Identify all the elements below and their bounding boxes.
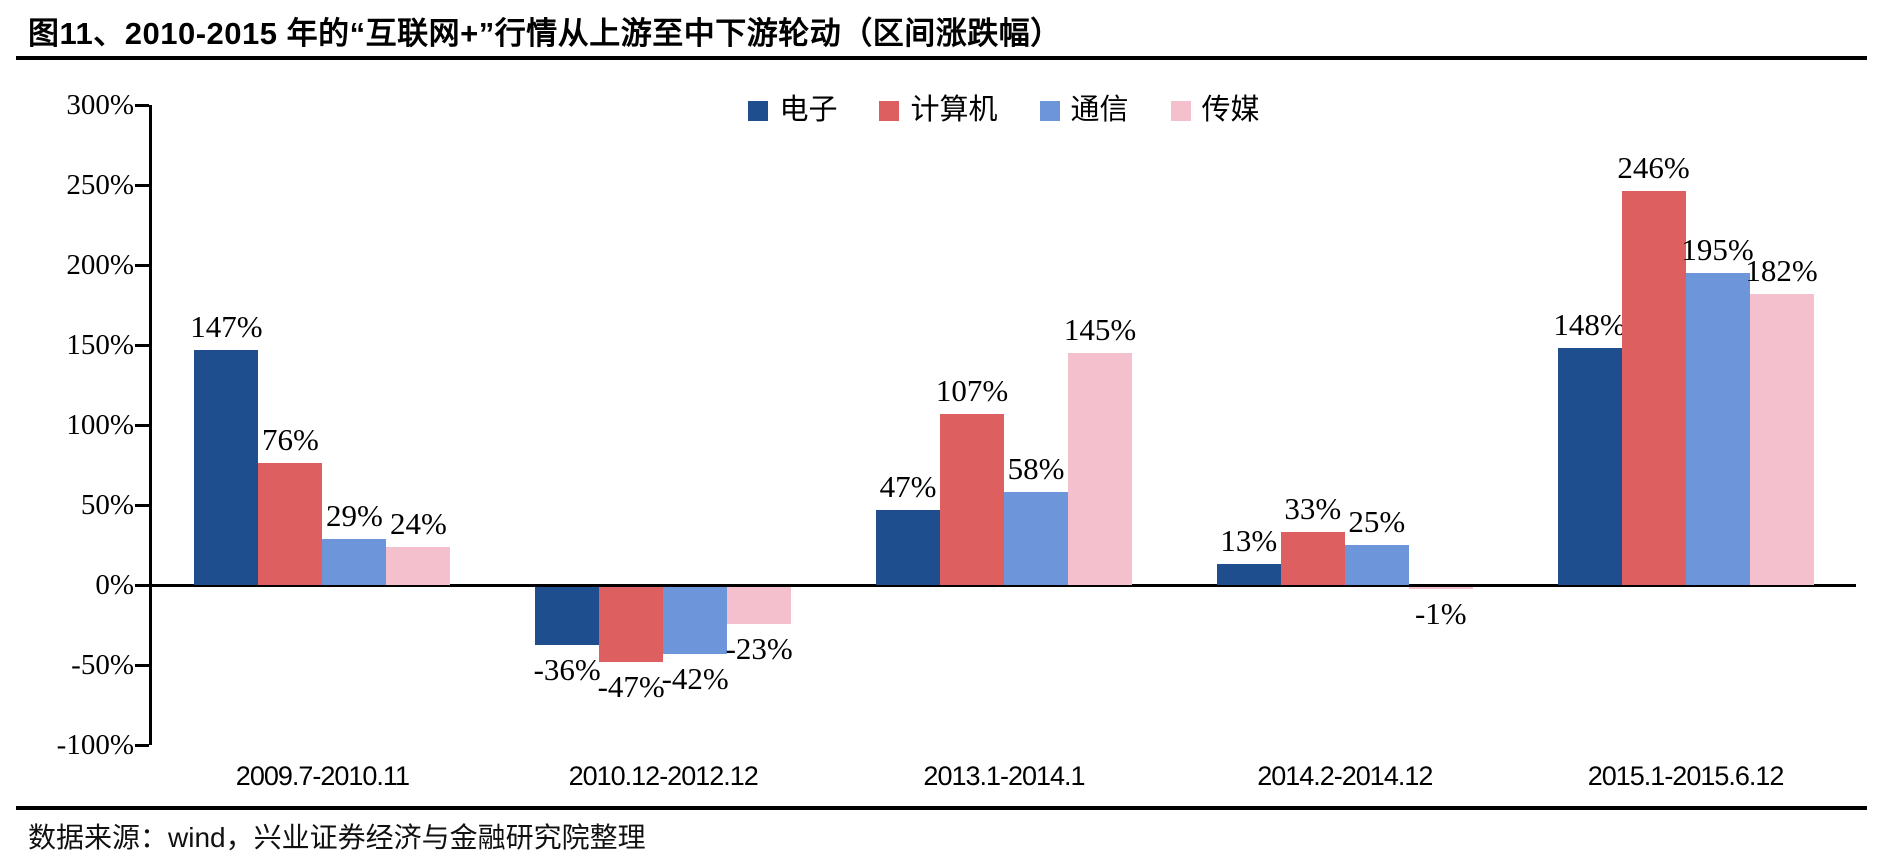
x-axis-label: 2014.2-2014.12 [1257, 761, 1433, 791]
bar-value-label: -42% [661, 661, 729, 697]
bar [1344, 545, 1409, 585]
bar [1749, 293, 1814, 585]
bar-value-label: 25% [1348, 504, 1406, 539]
legend-label: 传媒 [1201, 94, 1260, 126]
y-axis-tick [135, 184, 149, 187]
bar [1280, 532, 1345, 585]
bar-value-label: 13% [1220, 523, 1278, 559]
y-axis-label: 150% [66, 329, 134, 361]
y-axis-tick [135, 424, 149, 427]
figure-title: 图11、2010-2015 年的“互联网+”行情从上游至中下游轮动（区间涨跌幅） [28, 16, 1062, 51]
bar-value-label: 33% [1284, 491, 1342, 527]
bar [1004, 492, 1068, 585]
y-axis-tick [135, 104, 149, 107]
bar [1216, 564, 1281, 585]
y-axis-tick [135, 664, 149, 667]
bar [1408, 587, 1473, 589]
y-axis-label: 250% [66, 169, 134, 201]
y-axis-line [149, 105, 152, 745]
bar [1621, 191, 1686, 585]
bar-value-label: 148% [1553, 307, 1626, 343]
y-axis-label: 50% [80, 489, 134, 521]
legend-label: 通信 [1070, 94, 1129, 126]
x-axis-label: 2013.1-2014.1 [923, 761, 1085, 791]
y-axis-tick [135, 584, 149, 587]
x-axis-label: 2009.7-2010.11 [235, 761, 410, 791]
bar-value-label: 182% [1745, 252, 1818, 288]
bar [599, 587, 664, 663]
bar-value-label: -23% [725, 630, 793, 666]
legend-item: 传媒 [1170, 94, 1260, 126]
footer-divider [16, 806, 1867, 810]
y-axis-label: -100% [56, 729, 134, 761]
bar-value-label: -36% [533, 651, 601, 687]
bar-value-label: 24% [389, 505, 447, 541]
bar [535, 587, 600, 645]
bar-value-label: 58% [1007, 451, 1065, 487]
y-axis-tick [135, 264, 149, 267]
bar-value-label: 145% [1063, 312, 1137, 347]
x-axis-label: 2015.1-2015.6.12 [1587, 761, 1785, 791]
bar [322, 538, 387, 585]
bar-value-label: 29% [325, 497, 383, 533]
data-source: 数据来源：wind，兴业证券经济与金融研究院整理 [28, 822, 646, 853]
legend-swatch-icon [1170, 100, 1191, 121]
bar [663, 587, 728, 655]
legend-item: 计算机 [879, 94, 998, 126]
legend-swatch-icon [1039, 100, 1060, 121]
bar [386, 546, 451, 585]
bar [727, 587, 792, 624]
bar-value-label: 195% [1681, 232, 1754, 267]
bar-value-label: 147% [190, 308, 263, 344]
bar [940, 413, 1004, 585]
y-axis-label: 100% [66, 409, 134, 441]
bar [876, 509, 940, 585]
x-axis-label: 2010.12-2012.12 [568, 761, 759, 791]
zero-axis-line [149, 584, 1856, 587]
legend-swatch-icon [748, 100, 769, 121]
bar [1557, 348, 1622, 585]
bar-value-label: 107% [935, 372, 1009, 408]
y-axis-tick [135, 344, 149, 347]
y-axis-tick [135, 744, 149, 747]
legend-label: 计算机 [910, 94, 998, 126]
bar [1685, 273, 1750, 585]
bar-value-label: 47% [879, 468, 937, 504]
chart-legend: 电子 计算机 通信 传媒 [152, 96, 1856, 125]
y-axis-label: 300% [66, 89, 134, 121]
bar-value-label: 246% [1617, 150, 1690, 186]
y-axis-label: -50% [71, 649, 134, 681]
bar [194, 349, 259, 585]
bar-value-label: 76% [261, 422, 319, 458]
y-axis-label: 200% [66, 249, 134, 281]
legend-item: 通信 [1039, 94, 1129, 126]
bar [1068, 353, 1132, 585]
bar [258, 463, 323, 585]
legend-item: 电子 [748, 96, 837, 125]
y-axis-label: 0% [95, 569, 134, 601]
bar-value-label: -1% [1414, 595, 1467, 631]
bar-value-label: -47% [597, 669, 665, 705]
title-divider [16, 56, 1867, 60]
legend-label: 电子 [779, 94, 838, 126]
legend-swatch-icon [879, 100, 900, 121]
y-axis-tick [135, 504, 149, 507]
